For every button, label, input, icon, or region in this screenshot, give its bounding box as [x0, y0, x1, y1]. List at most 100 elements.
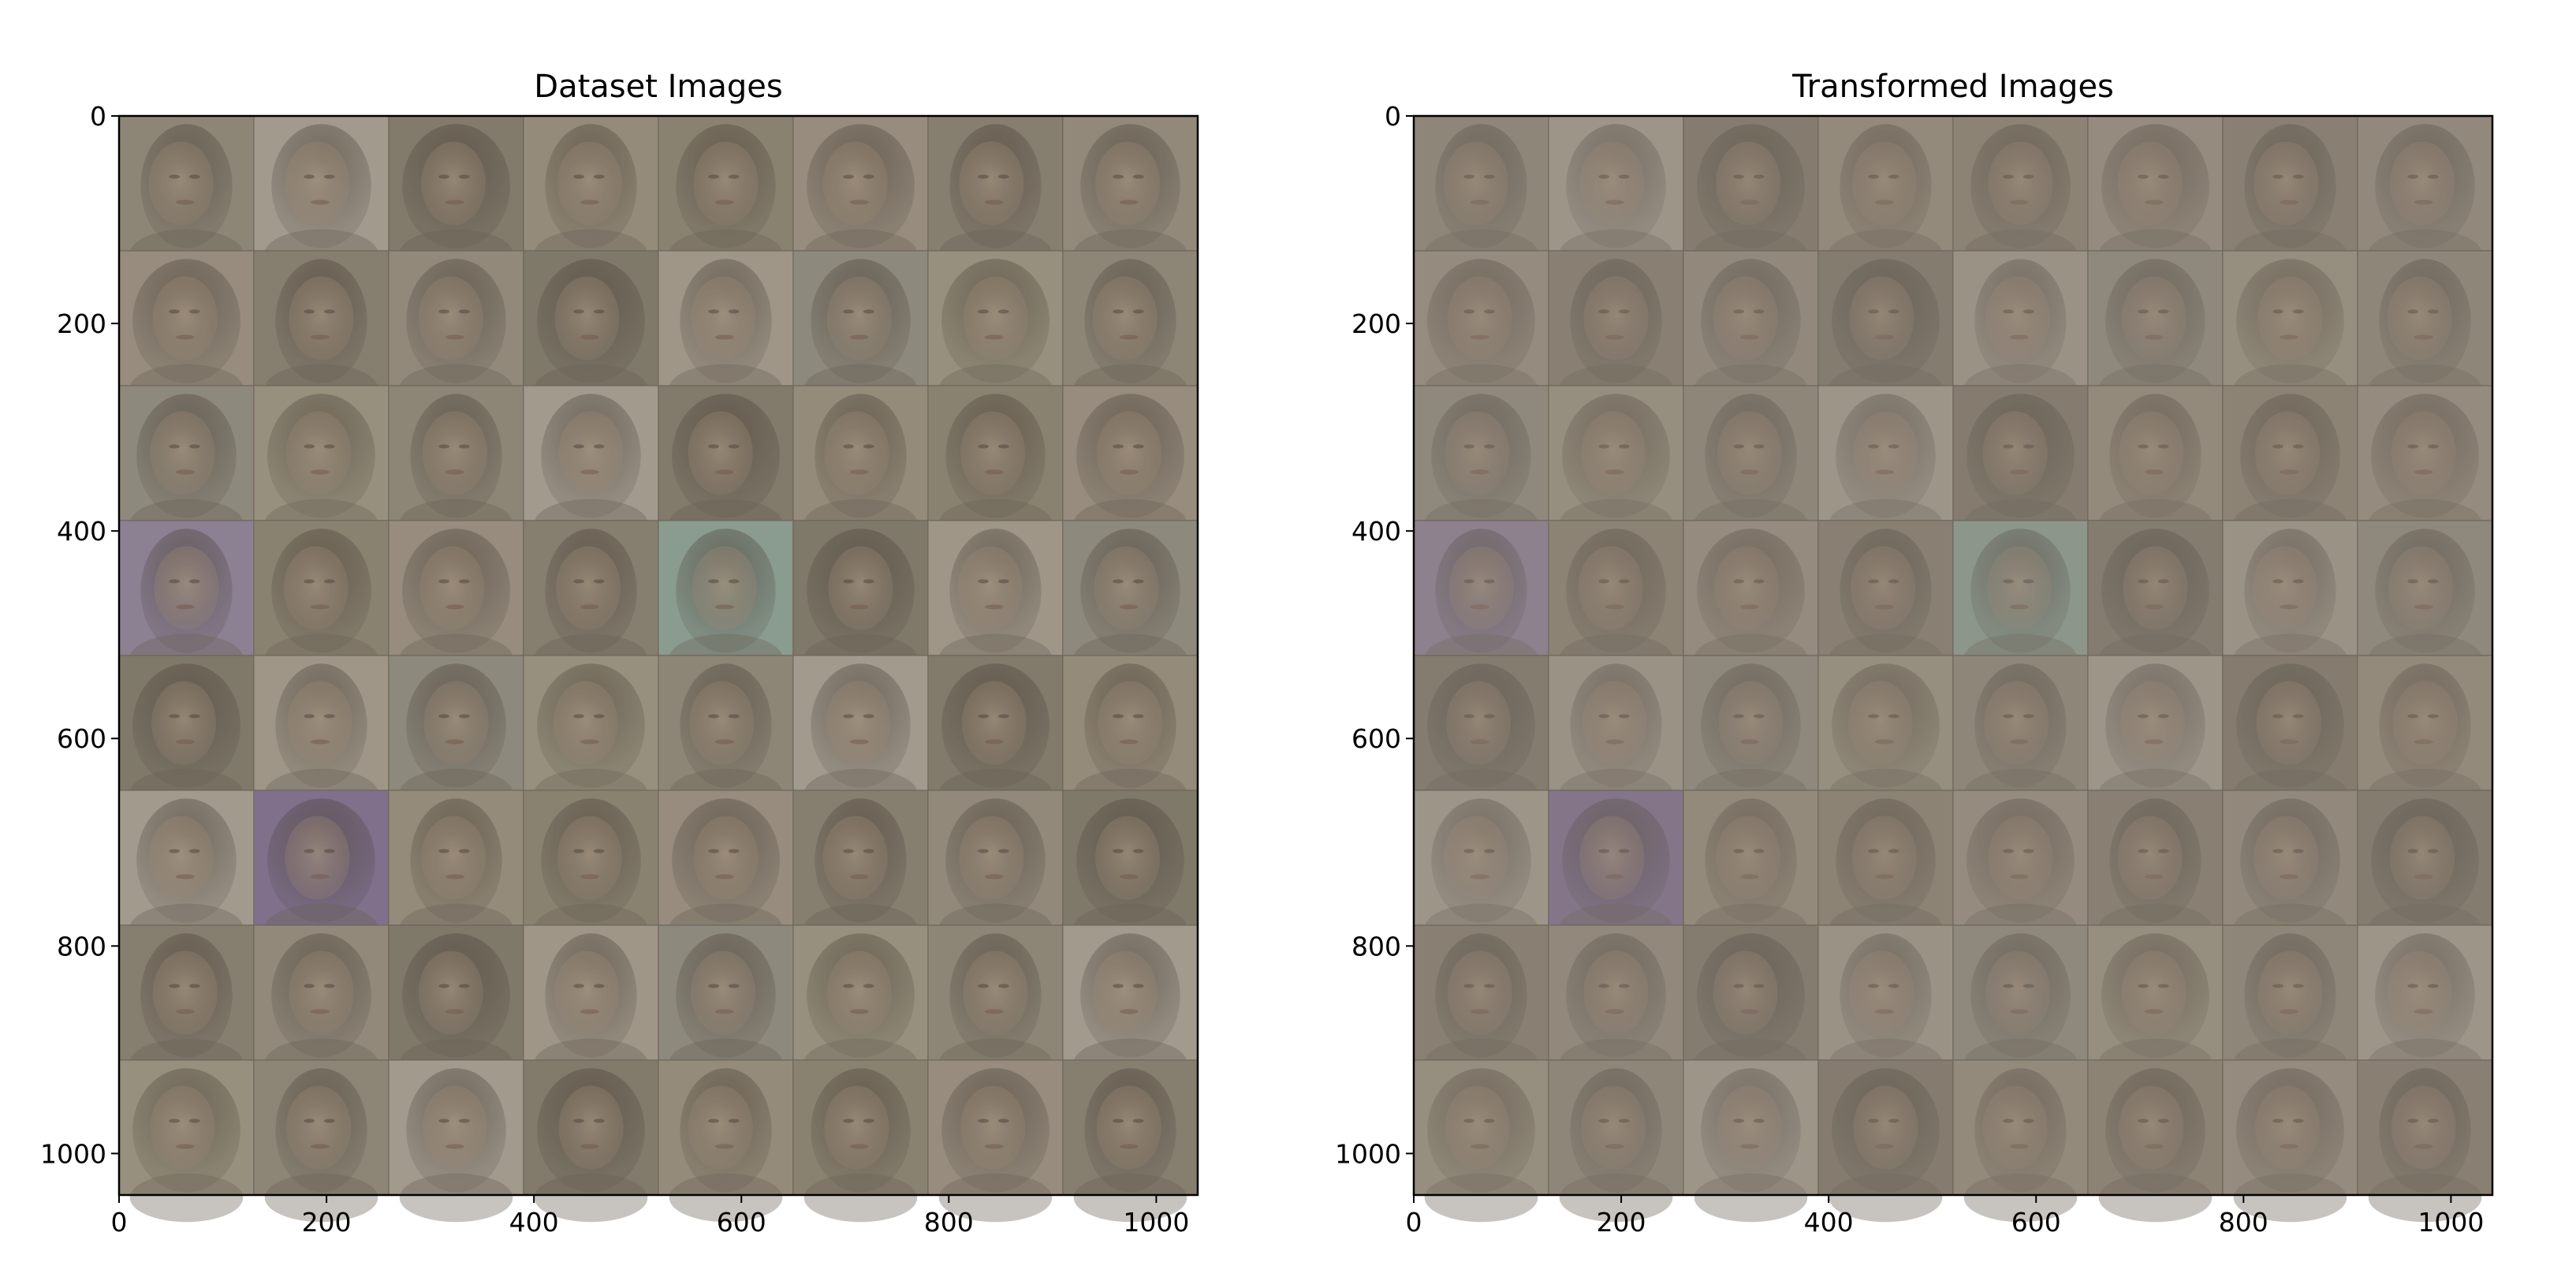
- y-tick-label: 200: [57, 308, 106, 339]
- face-image-tile: [523, 520, 659, 683]
- image-grid: [118, 115, 1199, 1223]
- x-tick-label: 400: [509, 1207, 559, 1238]
- face-image-tile: [2222, 1059, 2358, 1223]
- x-axis: 0 200 400 600 800 1000: [111, 1195, 1189, 1238]
- face-image-tile: [2357, 385, 2493, 548]
- face-image-tile: [1683, 790, 1819, 953]
- face-image-tile: [1952, 1059, 2089, 1223]
- x-tick-label: 200: [1597, 1207, 1646, 1238]
- y-tick-label: 1000: [40, 1138, 106, 1169]
- face-image-tile: [388, 1059, 524, 1223]
- axes-frame: [117, 114, 1199, 1197]
- face-image-tile: [1548, 655, 1684, 818]
- y-tick-label: 200: [1351, 308, 1401, 339]
- x-axis: 0 200 400 600 800 1000: [1406, 1195, 2484, 1238]
- face-image-tile: [2222, 115, 2358, 278]
- face-image-tile: [1683, 250, 1819, 413]
- face-image-tile: [118, 250, 255, 413]
- face-image-tile: [2222, 924, 2358, 1088]
- face-image-tile: [792, 250, 929, 413]
- face-image-tile: [253, 250, 390, 413]
- face-image-tile: [253, 924, 390, 1088]
- face-image-tile: [523, 385, 659, 548]
- face-image-tile: [2222, 655, 2358, 818]
- x-tick-label: 600: [2011, 1207, 2061, 1238]
- face-image-tile: [792, 655, 929, 818]
- face-image-tile: [1817, 655, 1954, 818]
- face-image-tile: [523, 1059, 659, 1223]
- y-axis: 0 200 400 600 800 1000: [1335, 101, 1414, 1169]
- face-image-tile: [927, 924, 1064, 1088]
- y-tick-label: 800: [57, 931, 106, 962]
- face-image-tile: [1952, 790, 2089, 953]
- y-tick-label: 600: [57, 723, 106, 754]
- y-tick-label: 0: [90, 101, 106, 132]
- face-image-tile: [523, 250, 659, 413]
- x-tick-label: 800: [924, 1207, 974, 1238]
- y-tick-label: 800: [1351, 931, 1401, 962]
- face-image-tile: [1062, 520, 1199, 683]
- face-image-tile: [1683, 385, 1819, 548]
- face-image-tile: [388, 250, 524, 413]
- x-tick-label: 800: [2219, 1207, 2268, 1238]
- panel-title: Transformed Images: [1791, 69, 2114, 105]
- x-tick-label: 200: [302, 1207, 352, 1238]
- panel-title: Dataset Images: [534, 69, 782, 105]
- face-image-tile: [2087, 924, 2224, 1088]
- face-image-tile: [253, 520, 390, 683]
- face-image-tile: [1062, 1059, 1199, 1223]
- x-tick-label: 1000: [2418, 1207, 2484, 1238]
- face-image-tile: [1683, 924, 1819, 1088]
- face-image-tile: [927, 250, 1064, 413]
- face-image-tile: [2357, 1059, 2493, 1223]
- face-image-tile: [2087, 790, 2224, 953]
- y-tick-label: 400: [1351, 516, 1401, 547]
- image-grid: [1413, 115, 2493, 1223]
- x-tick-label: 1000: [1123, 1207, 1189, 1238]
- face-image-tile: [1062, 790, 1199, 953]
- face-image-tile: [792, 1059, 929, 1223]
- face-image-tile: [927, 1059, 1064, 1223]
- face-image-tile: [2357, 790, 2493, 953]
- face-image-tile: [118, 385, 255, 548]
- y-axis: 0 200 400 600 800 1000: [40, 101, 119, 1169]
- face-image-tile: [253, 655, 390, 818]
- face-image-tile: [1683, 1059, 1819, 1223]
- face-image-tile: [1062, 250, 1199, 413]
- face-image-tile: [1548, 924, 1684, 1088]
- panel-transformed-images: Transformed Images 0 200 400 600 800 1000 0 20…: [1335, 69, 2494, 1238]
- x-tick-label: 400: [1804, 1207, 1854, 1238]
- face-image-tile: [1952, 655, 2089, 818]
- face-image-tile: [927, 790, 1064, 953]
- face-image-tile: [118, 924, 255, 1088]
- face-image-tile: [1817, 1059, 1954, 1223]
- panel-dataset-images: Dataset Images 0 200 400 600 800 1000 0 200 400…: [40, 69, 1199, 1238]
- y-tick-label: 1000: [1335, 1138, 1401, 1169]
- x-tick-label: 0: [1406, 1207, 1422, 1238]
- face-image-tile: [2222, 250, 2358, 413]
- face-image-tile: [388, 385, 524, 548]
- face-image-tile: [118, 1059, 255, 1223]
- y-tick-label: 0: [1385, 101, 1401, 132]
- face-image-tile: [523, 924, 659, 1088]
- face-image-tile: [2357, 250, 2493, 413]
- face-image-tile: [1413, 924, 1549, 1088]
- face-image-tile: [2222, 520, 2358, 683]
- face-image-tile: [253, 115, 390, 278]
- face-image-tile: [1817, 924, 1954, 1088]
- y-tick-label: 600: [1351, 723, 1401, 754]
- face-image-tile: [1817, 385, 1954, 548]
- face-image-tile: [1683, 115, 1819, 278]
- face-image-tile: [792, 385, 929, 548]
- face-image-tile: [2357, 655, 2493, 818]
- face-image-tile: [1548, 385, 1684, 548]
- face-image-tile: [927, 655, 1064, 818]
- face-image-tile: [2087, 115, 2224, 278]
- y-tick-label: 400: [57, 516, 106, 547]
- face-image-tile: [1548, 250, 1684, 413]
- face-image-tile: [118, 115, 255, 278]
- face-image-tile: [1062, 385, 1199, 548]
- axes-frame: [1412, 114, 2494, 1197]
- face-image-tile: [658, 924, 794, 1088]
